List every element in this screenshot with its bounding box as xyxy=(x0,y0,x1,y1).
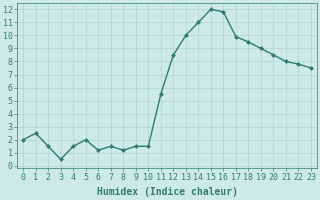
X-axis label: Humidex (Indice chaleur): Humidex (Indice chaleur) xyxy=(97,187,237,197)
